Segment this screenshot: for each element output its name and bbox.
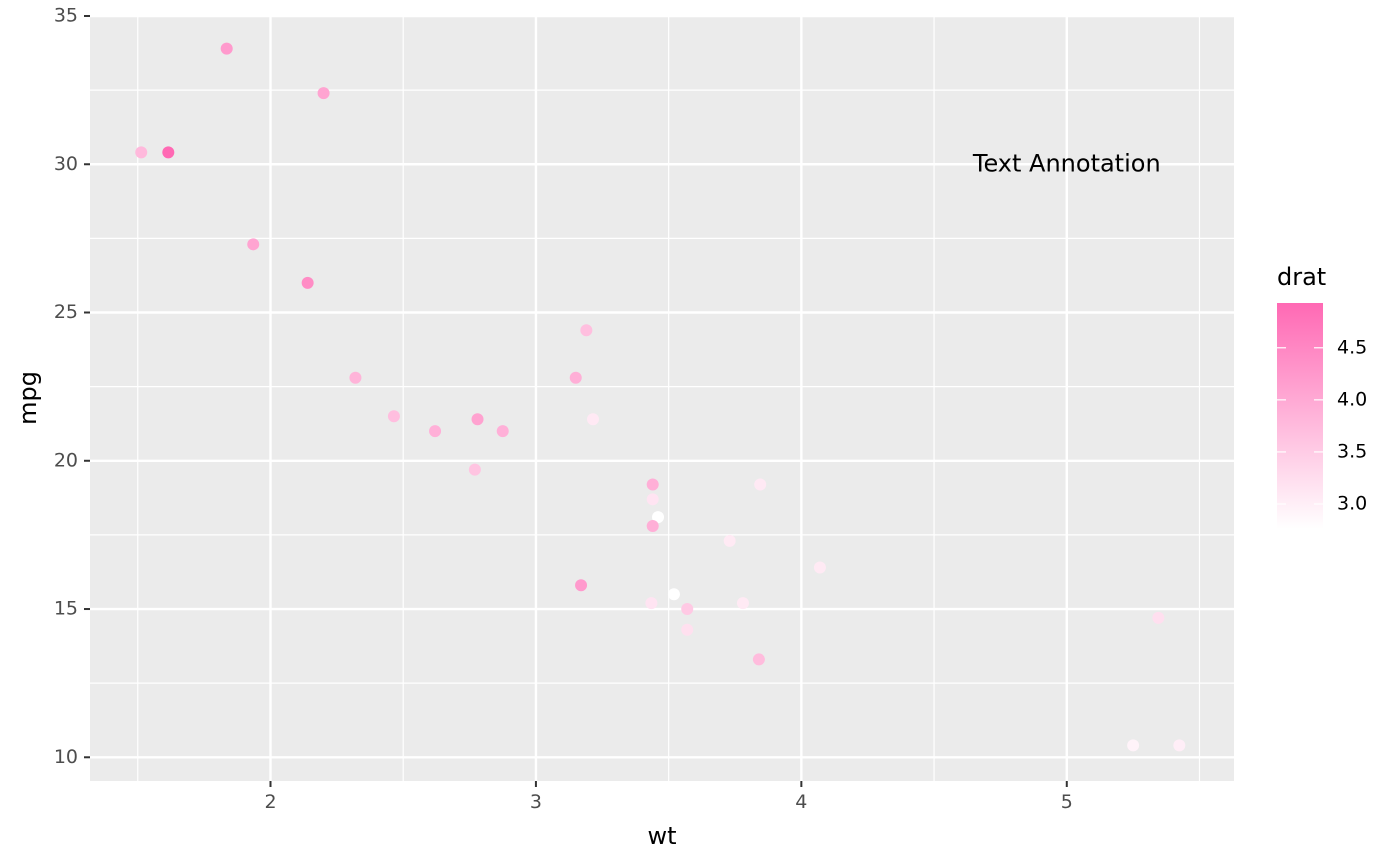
y-axis-title: mpg <box>14 371 42 425</box>
data-point <box>681 623 694 636</box>
x-tick-label: 3 <box>530 791 542 813</box>
x-axis: 2 3 4 5 <box>264 781 1073 813</box>
y-tick-label: 25 <box>54 301 78 323</box>
data-point <box>247 238 260 251</box>
data-point <box>135 146 148 159</box>
data-point <box>646 478 659 491</box>
data-point <box>162 146 175 159</box>
data-point <box>580 324 593 337</box>
data-point <box>317 87 330 100</box>
legend-tick-label: 3.5 <box>1337 440 1367 462</box>
data-point <box>1127 739 1140 752</box>
y-tick-label: 35 <box>54 5 78 27</box>
color-legend: drat 3.0 3.5 4.0 4.5 <box>1277 263 1367 529</box>
data-point <box>752 653 765 666</box>
data-point <box>575 579 588 592</box>
data-point <box>754 478 767 491</box>
data-point <box>646 493 659 506</box>
data-point <box>471 413 484 426</box>
data-point <box>646 520 659 532</box>
data-point <box>468 463 481 476</box>
x-tick-label: 4 <box>795 791 807 813</box>
x-axis-title: wt <box>647 822 676 850</box>
x-tick-label: 5 <box>1061 791 1073 813</box>
y-tick-label: 10 <box>54 746 78 768</box>
data-point <box>220 42 233 55</box>
data-point <box>586 413 599 426</box>
legend-tick-label: 3.0 <box>1337 493 1367 515</box>
y-axis: 10 15 20 25 30 35 <box>54 5 90 768</box>
legend-ticks: 3.0 3.5 4.0 4.5 <box>1277 336 1367 515</box>
data-point <box>681 603 694 616</box>
data-point <box>1173 739 1186 752</box>
data-point <box>652 511 665 524</box>
data-point <box>301 276 314 289</box>
text-annotation: Text Annotation <box>972 149 1161 177</box>
x-tick-label: 2 <box>264 791 276 813</box>
data-point <box>569 371 582 384</box>
y-tick-label: 15 <box>54 598 78 620</box>
data-point <box>1152 611 1165 624</box>
legend-title: drat <box>1277 263 1326 291</box>
plot-panel <box>90 16 1234 781</box>
major-gridlines <box>90 14 1234 781</box>
legend-tick-label: 4.0 <box>1337 388 1367 410</box>
y-tick-label: 30 <box>54 153 78 175</box>
data-points <box>135 42 1186 752</box>
data-point <box>813 561 826 574</box>
legend-tick-label: 4.5 <box>1337 336 1367 358</box>
data-point <box>349 371 362 384</box>
y-tick-label: 20 <box>54 449 78 471</box>
legend-colorbar <box>1277 303 1323 529</box>
data-point <box>645 597 658 610</box>
data-point <box>667 588 680 601</box>
data-point <box>496 425 509 438</box>
data-point <box>429 425 442 438</box>
data-point <box>736 597 749 610</box>
data-point <box>387 410 400 423</box>
minor-gridlines <box>90 16 1234 781</box>
data-point <box>723 534 736 547</box>
